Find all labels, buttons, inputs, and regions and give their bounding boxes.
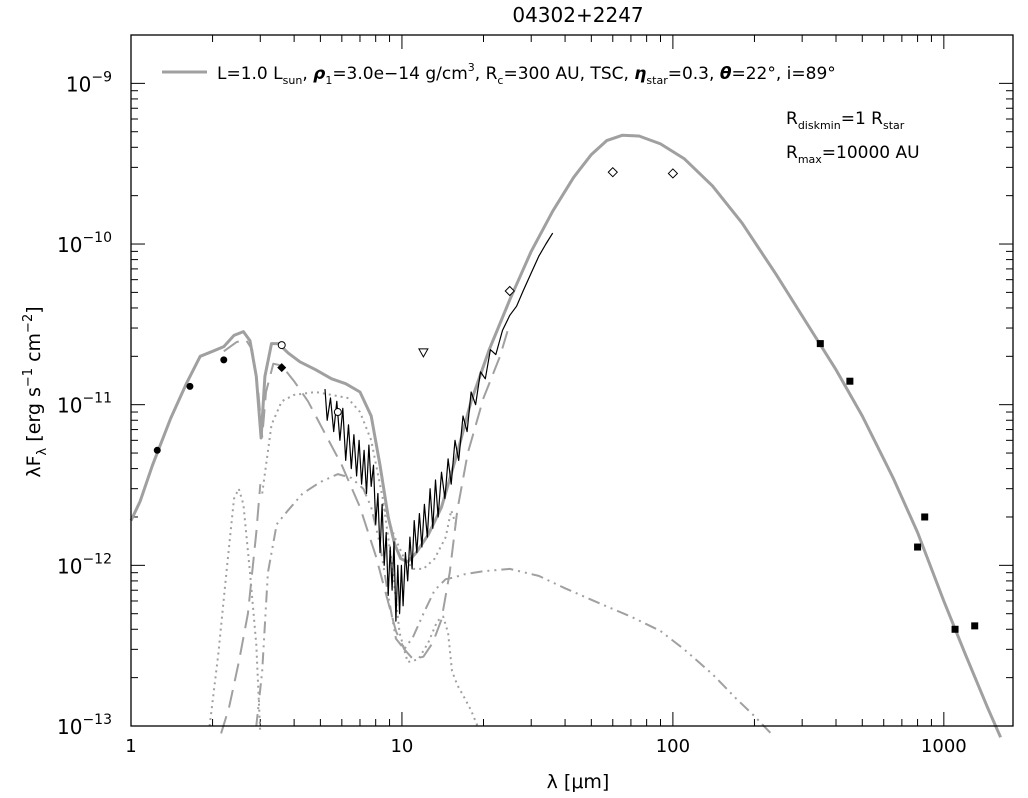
series-dashed-1 [223,323,511,661]
series-dashed-2 [220,484,262,734]
data-points [153,166,979,633]
y-tick-label: 10−11 [57,391,112,418]
x-tick-label: 10 [390,736,413,757]
filled-square-marker [846,377,854,385]
filled-square-marker [971,622,979,630]
filled-circle-marker [220,356,228,364]
chart-title: 04302+2247 [512,3,643,27]
series-layer [129,133,1002,738]
filled-square-marker [951,625,959,633]
x-axis-label: λ [μm] [547,771,610,793]
open-circle-marker [277,341,286,350]
filled-square-marker [816,340,824,348]
x-tick-label: 100 [656,736,690,757]
y-tick-label: 10−9 [66,69,112,96]
open-diamond-marker [607,166,618,178]
y-tick-label: 10−12 [57,551,112,578]
legend-label: L=1.0 Lsun, ρ1=3.0e−14 g/cm3, Rc=300 AU,… [217,61,836,87]
series-dotted-4 [261,391,479,727]
x-tick-label: 1 [125,736,136,757]
series-dotted-3 [208,487,262,734]
plot-frame [130,34,1014,727]
y-tick-label: 10−10 [57,230,112,257]
filled-diamond-marker [277,363,287,373]
series-total-model-0 [129,133,1002,738]
filled-square-marker [914,543,922,551]
y-tick-label: 10−13 [57,712,112,739]
y-axis-label: λFλ [erg s−1 cm−2] [21,306,50,477]
annotation-text: Rmax=10000 AU [786,143,920,166]
filled-square-marker [921,513,929,521]
series-dotted-5 [381,503,457,570]
x-tick-label: 1000 [921,736,967,757]
annotation-text: Rdiskmin=1 Rstar [786,109,905,132]
legend: L=1.0 Lsun, ρ1=3.0e−14 g/cm3, Rc=300 AU,… [162,61,836,87]
series-spectrum-7 [324,232,554,622]
annotations: Rdiskmin=1 Rstar Rmax=10000 AU [786,109,920,166]
open-triangle-down-marker [418,348,429,358]
open-circle-marker [333,408,342,417]
filled-circle-marker [153,446,161,454]
tick-labels: 1 10 100 1000 10−13 10−12 10−11 10−10 10−9 [57,69,967,757]
filled-circle-marker [186,382,194,390]
open-diamond-marker [667,168,679,179]
series-dashdotdot-6 [255,473,772,735]
open-diamond-marker [504,285,515,297]
